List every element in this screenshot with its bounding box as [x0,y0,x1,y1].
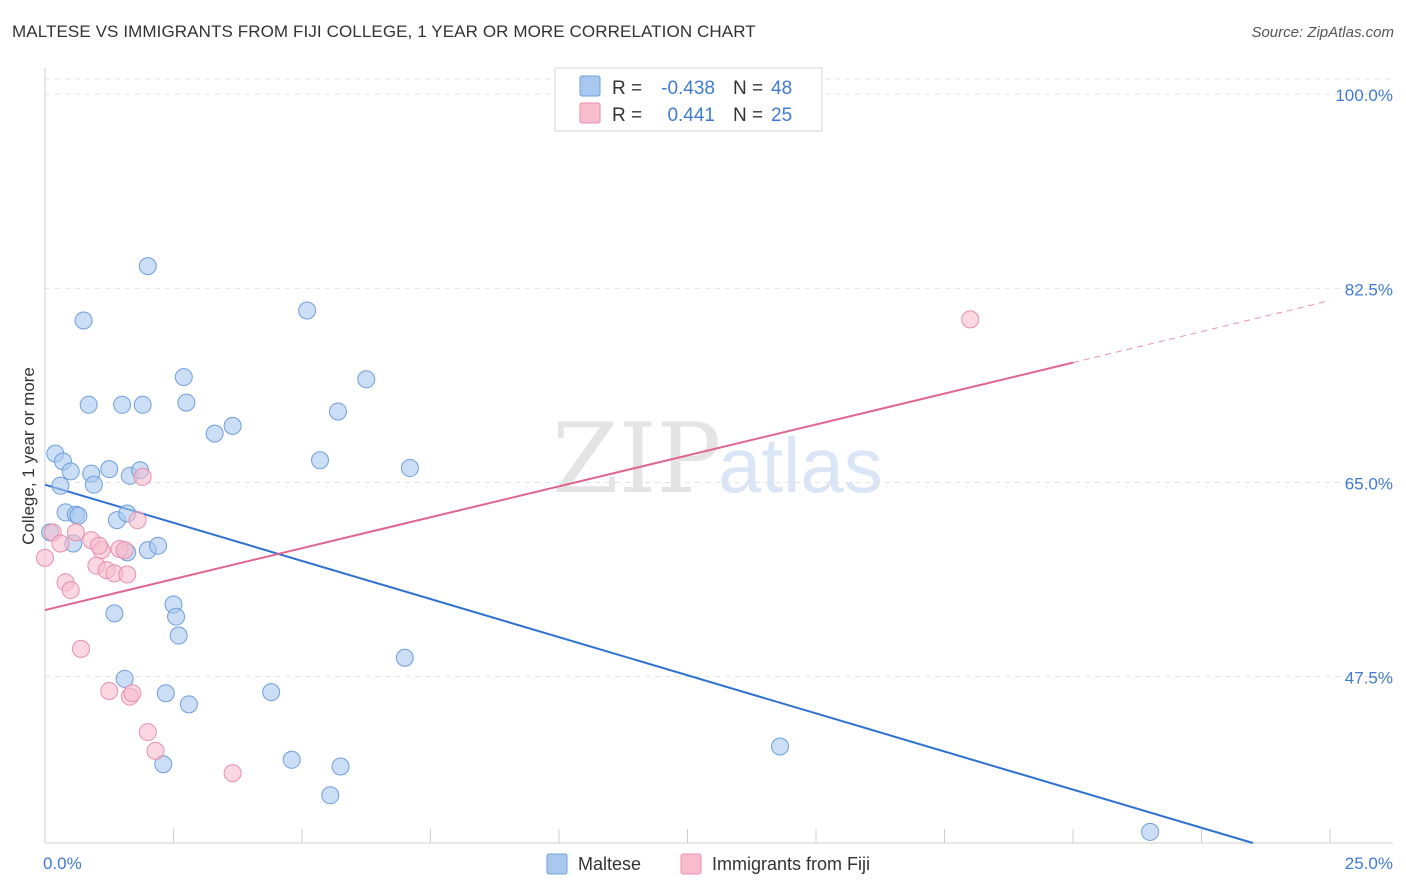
maltese-point-43 [357,370,376,389]
maltese-point-38 [298,301,317,320]
fiji-point-17 [123,684,142,703]
maltese-point-12 [84,475,103,494]
maltese-point-27 [156,684,175,703]
fiji-point-23 [961,310,980,329]
maltese-point-44 [395,648,414,667]
maltese-point-35 [223,416,242,435]
fiji-point-0 [36,548,54,567]
maltese-point-32 [177,393,196,412]
chart-title: MALTESE VS IMMIGRANTS FROM FIJI COLLEGE,… [12,22,756,41]
fiji-point-2 [51,534,70,553]
legend-r-value-fiji: 0.441 [667,105,715,126]
maltese-point-42 [331,757,350,776]
maltese-point-29 [167,607,186,626]
grid-lines [45,78,1393,678]
legend-series: Maltese Immigrants from Fiji [546,853,870,875]
maltese-point-45 [400,459,419,478]
y-tick-label-3: 47.5% [1345,669,1393,688]
legend-swatch-maltese [579,75,601,97]
maltese-point-23 [138,257,157,276]
y-tick-label-0: 100.0% [1335,86,1393,105]
fiji-point-4 [61,581,80,600]
legend-r-value-maltese: -0.438 [661,78,715,99]
maltese-point-10 [79,395,98,414]
maltese-point-30 [169,626,188,645]
watermark-zip: ZIP [552,403,721,515]
source-label: Source: ZipAtlas.com [1251,24,1394,41]
legend-bottom-swatch-maltese [546,853,568,875]
legend-n-label-fiji: N = [733,105,763,126]
series-fiji [36,310,980,783]
maltese-point-16 [113,395,132,414]
fiji-point-14 [115,541,134,560]
maltese-point-17 [115,669,134,688]
legend-n-value-maltese: 48 [771,78,792,99]
maltese-trend-line [44,483,1254,844]
fiji-point-19 [133,467,152,486]
fiji-point-5 [66,523,85,542]
y-axis-label: College, 1 year or more [19,367,38,545]
y-tick-label-1: 82.5% [1345,280,1393,299]
maltese-point-22 [133,395,152,414]
maltese-point-13 [100,460,119,479]
axes [44,68,1393,844]
maltese-point-31 [174,368,193,387]
legend-stats: R = -0.438 N = 48 R = 0.441 N = 25 [554,67,823,132]
maltese-point-47 [1141,822,1160,841]
maltese-point-25 [149,536,168,555]
fiji-trend-line [44,361,1074,612]
maltese-point-46 [771,737,790,756]
legend-r-label-fiji: R = [612,105,642,126]
y-tick-label-2: 65.0% [1345,474,1393,493]
legend-r-label-maltese: R = [612,78,642,99]
y-tick-labels: 100.0% 82.5% 65.0% 47.5% [1335,86,1393,687]
maltese-point-34 [205,424,224,443]
data-points [36,257,1160,841]
legend-n-value-fiji: 25 [771,105,792,126]
maltese-point-8 [69,506,88,525]
maltese-point-5 [61,462,80,481]
legend-bottom-label-fiji: Immigrants from Fiji [712,854,870,874]
maltese-point-37 [282,750,301,769]
watermark-atlas: atlas [718,421,883,509]
fiji-point-24 [89,536,108,555]
watermark: ZIP atlas [552,403,883,515]
fiji-trend-extension [1072,300,1331,364]
maltese-point-9 [74,311,93,330]
fiji-point-22 [223,764,242,783]
fiji-point-21 [146,741,165,760]
fiji-point-6 [71,639,90,658]
fiji-point-18 [128,511,147,530]
maltese-point-26 [154,755,173,774]
maltese-point-41 [328,402,347,421]
series-maltese [41,257,1160,841]
x-tick-label-0: 0.0% [43,854,82,873]
maltese-point-33 [179,695,198,714]
legend-bottom-label-maltese: Maltese [578,854,641,874]
x-tick-labels: 0.0% 25.0% [43,854,1393,873]
legend-n-label-maltese: N = [733,78,763,99]
maltese-point-40 [321,786,340,805]
maltese-point-2 [51,476,70,495]
legend-swatch-fiji [579,102,601,124]
trend-lines [44,300,1331,844]
maltese-point-36 [262,683,281,702]
maltese-point-39 [310,451,329,470]
fiji-point-11 [100,682,119,701]
fiji-point-15 [118,565,137,584]
legend-bottom-swatch-fiji [680,853,702,875]
x-tick-label-1: 25.0% [1345,854,1393,873]
maltese-point-14 [105,604,124,623]
fiji-point-20 [138,723,157,742]
